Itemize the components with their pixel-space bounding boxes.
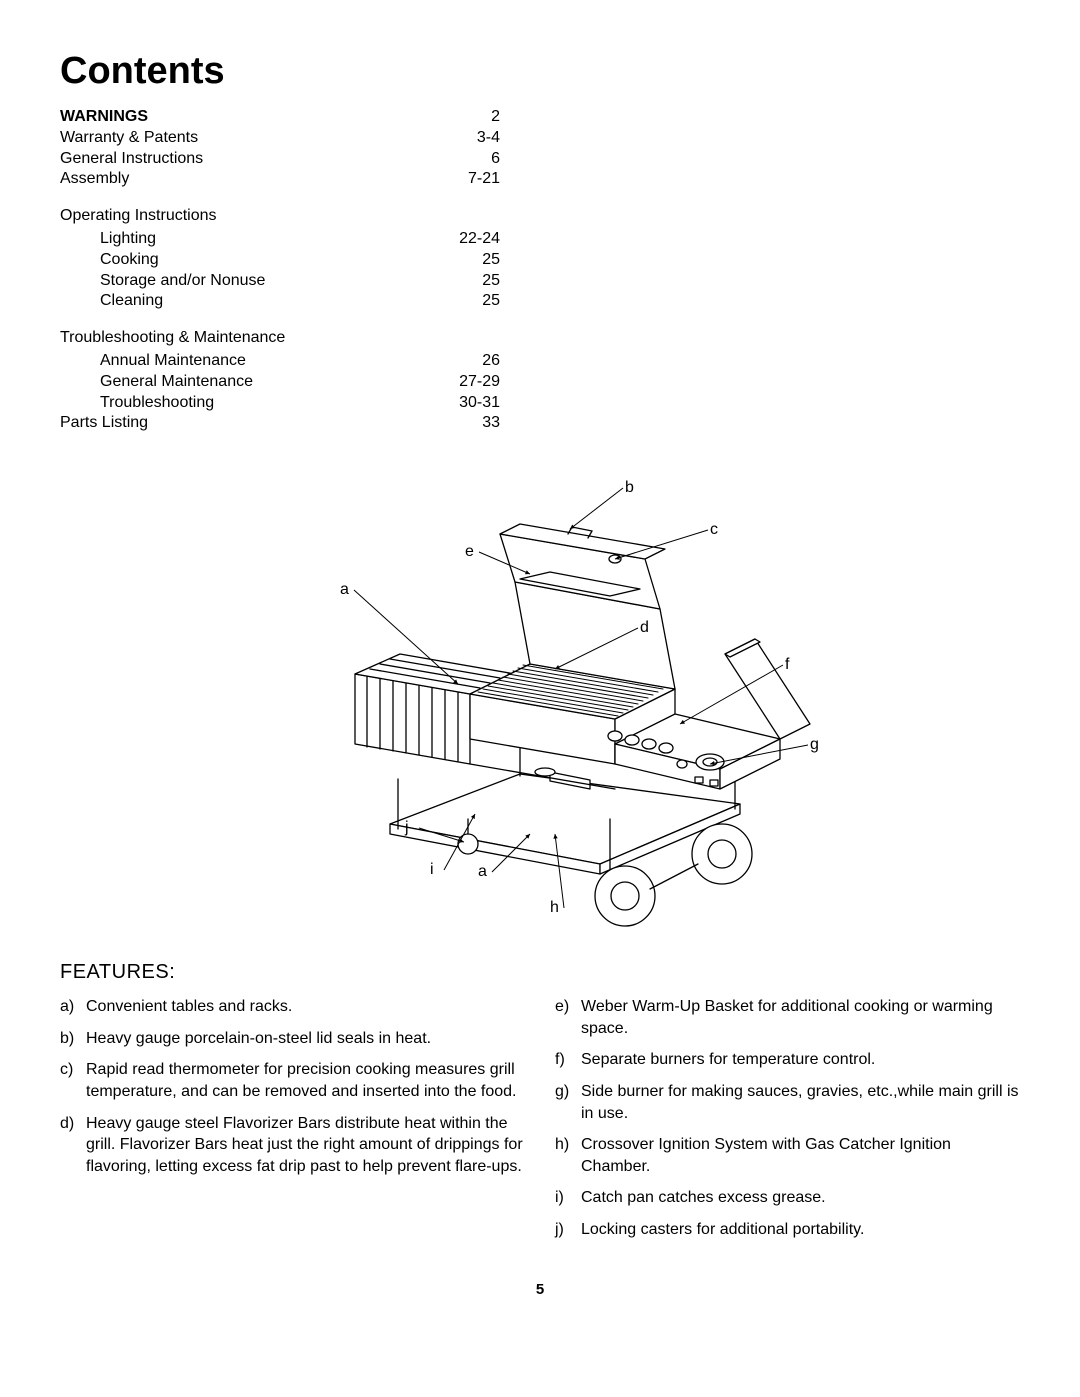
diagram-label-a: a <box>478 863 487 880</box>
feature-letter: i) <box>555 1187 581 1209</box>
toc-label: Troubleshooting <box>100 393 214 414</box>
toc-row: Troubleshooting 30-31 <box>60 393 500 414</box>
toc-row: Lighting 22-24 <box>60 229 500 250</box>
feature-text: Crossover Ignition System with Gas Catch… <box>581 1134 1020 1177</box>
feature-letter: e) <box>555 996 581 1039</box>
toc-row: Storage and/or Nonuse 25 <box>60 271 500 292</box>
toc-label: Cooking <box>100 250 159 271</box>
toc-label: Warranty & Patents <box>60 128 198 149</box>
feature-item: g)Side burner for making sauces, gravies… <box>555 1081 1020 1124</box>
feature-item: d)Heavy gauge steel Flavorizer Bars dist… <box>60 1113 525 1178</box>
toc-page: 22-24 <box>459 229 500 250</box>
toc-page: 6 <box>491 149 500 170</box>
table-of-contents: WARNINGS2Warranty & Patents3-4General In… <box>60 107 500 434</box>
toc-page: 26 <box>482 351 500 372</box>
feature-letter: j) <box>555 1219 581 1241</box>
toc-label: Assembly <box>60 169 129 190</box>
page-title: Contents <box>60 50 1020 93</box>
diagram-label-a: a <box>340 581 349 598</box>
toc-page: 33 <box>482 413 500 434</box>
feature-item: b)Heavy gauge porcelain-on-steel lid sea… <box>60 1028 525 1050</box>
feature-text: Side burner for making sauces, gravies, … <box>581 1081 1020 1124</box>
diagram-label-c: c <box>710 521 718 538</box>
feature-letter: g) <box>555 1081 581 1124</box>
toc-page: 30-31 <box>459 393 500 414</box>
page-number: 5 <box>60 1281 1020 1298</box>
toc-page: 25 <box>482 271 500 292</box>
diagram-label-i: i <box>430 861 434 878</box>
feature-item: a)Convenient tables and racks. <box>60 996 525 1018</box>
toc-row: Cleaning 25 <box>60 291 500 312</box>
toc-row: General Instructions 6 <box>60 149 500 170</box>
feature-text: Convenient tables and racks. <box>86 996 525 1018</box>
toc-page: 25 <box>482 291 500 312</box>
feature-text: Weber Warm-Up Basket for additional cook… <box>581 996 1020 1039</box>
toc-row: Warranty & Patents 3-4 <box>60 128 500 149</box>
feature-item: f)Separate burners for temperature contr… <box>555 1049 1020 1071</box>
feature-letter: a) <box>60 996 86 1018</box>
toc-page: 2 <box>491 107 500 128</box>
diagram-label-b: b <box>625 479 634 496</box>
toc-section-heading: Troubleshooting & Maintenance <box>60 328 500 349</box>
toc-label: General Instructions <box>60 149 203 170</box>
toc-label: WARNINGS <box>60 107 148 128</box>
feature-letter: h) <box>555 1134 581 1177</box>
diagram-label-h: h <box>550 899 559 916</box>
toc-label: Lighting <box>100 229 156 250</box>
toc-row: Assembly 7-21 <box>60 169 500 190</box>
feature-item: c)Rapid read thermometer for precision c… <box>60 1059 525 1102</box>
toc-row: WARNINGS 2 <box>60 107 500 128</box>
toc-row: Annual Maintenance 26 <box>60 351 500 372</box>
diagram-label-f: f <box>785 656 790 673</box>
feature-item: j)Locking casters for additional portabi… <box>555 1219 1020 1241</box>
diagram-leader-line <box>570 488 623 529</box>
features-columns: a)Convenient tables and racks.b)Heavy ga… <box>60 996 1020 1250</box>
toc-label: Annual Maintenance <box>100 351 246 372</box>
features-right-column: e)Weber Warm-Up Basket for additional co… <box>555 996 1020 1250</box>
feature-letter: d) <box>60 1113 86 1178</box>
toc-label: Parts Listing <box>60 413 148 434</box>
feature-text: Separate burners for temperature control… <box>581 1049 1020 1071</box>
feature-item: h)Crossover Ignition System with Gas Cat… <box>555 1134 1020 1177</box>
grill-diagram: a a b c d e f g h i j <box>60 464 1020 949</box>
features-heading: FEATURES: <box>60 961 1020 984</box>
toc-page: 27-29 <box>459 372 500 393</box>
toc-label: Cleaning <box>100 291 163 312</box>
toc-label: General Maintenance <box>100 372 253 393</box>
feature-letter: c) <box>60 1059 86 1102</box>
feature-text: Heavy gauge porcelain-on-steel lid seals… <box>86 1028 525 1050</box>
manual-page: Contents WARNINGS2Warranty & Patents3-4G… <box>0 0 1080 1338</box>
toc-page: 7-21 <box>468 169 500 190</box>
grill-illustration: a a b c d e f g h i j <box>220 464 860 944</box>
diagram-label-e: e <box>465 543 474 560</box>
feature-item: e)Weber Warm-Up Basket for additional co… <box>555 996 1020 1039</box>
feature-letter: b) <box>60 1028 86 1050</box>
feature-text: Locking casters for additional portabili… <box>581 1219 1020 1241</box>
diagram-label-d: d <box>640 619 649 636</box>
feature-letter: f) <box>555 1049 581 1071</box>
toc-row: Parts Listing 33 <box>60 413 500 434</box>
toc-page: 3-4 <box>477 128 500 149</box>
features-left-column: a)Convenient tables and racks.b)Heavy ga… <box>60 996 525 1250</box>
feature-item: i)Catch pan catches excess grease. <box>555 1187 1020 1209</box>
toc-row: General Maintenance 27-29 <box>60 372 500 393</box>
feature-text: Rapid read thermometer for precision coo… <box>86 1059 525 1102</box>
toc-row: Cooking 25 <box>60 250 500 271</box>
diagram-label-g: g <box>810 736 819 753</box>
toc-label: Storage and/or Nonuse <box>100 271 265 292</box>
toc-page: 25 <box>482 250 500 271</box>
diagram-label-j: j <box>404 819 409 836</box>
feature-text: Catch pan catches excess grease. <box>581 1187 1020 1209</box>
feature-text: Heavy gauge steel Flavorizer Bars distri… <box>86 1113 525 1178</box>
toc-section-heading: Operating Instructions <box>60 206 500 227</box>
